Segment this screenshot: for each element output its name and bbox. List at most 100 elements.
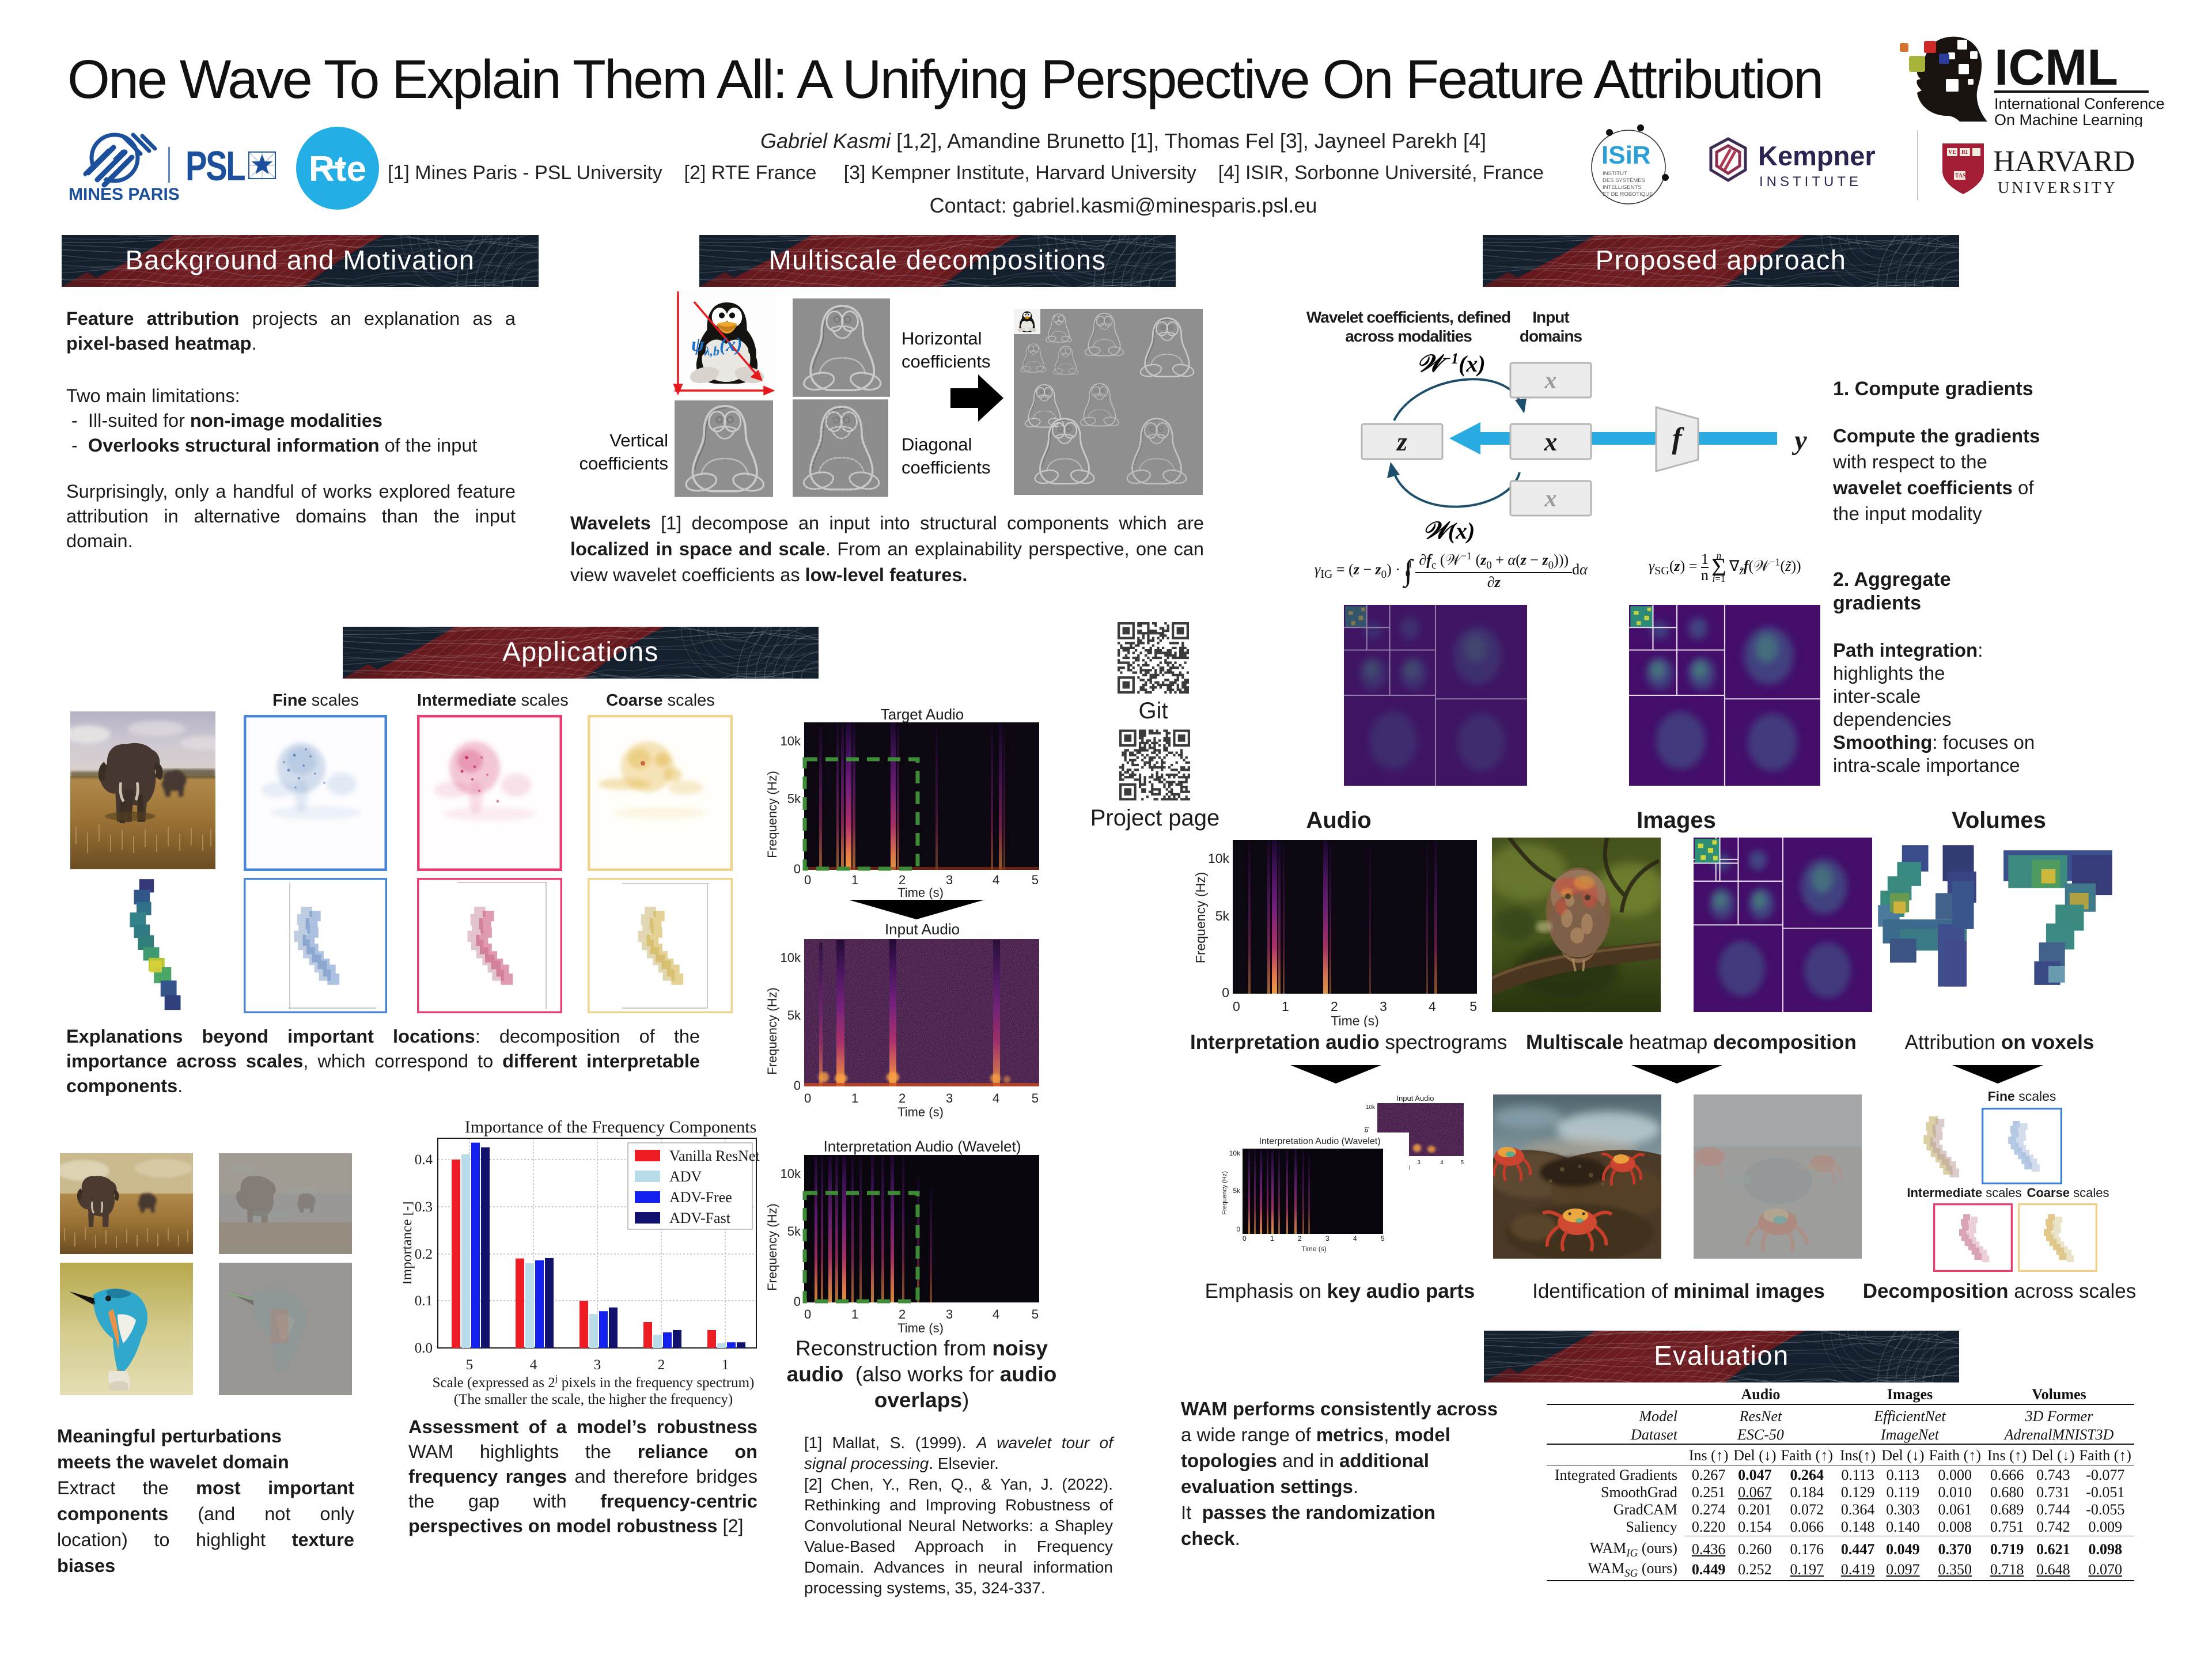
svg-text:5: 5 (1469, 999, 1477, 1014)
svg-text:3: 3 (1380, 999, 1387, 1014)
svg-text:1: 1 (1282, 999, 1289, 1014)
svg-text:1: 1 (722, 1357, 729, 1373)
svg-text:0: 0 (1243, 1234, 1247, 1243)
svg-text:x: x (1544, 427, 1558, 456)
svg-text:10k: 10k (1208, 851, 1230, 866)
svg-text:𝒲−1(x): 𝒲−1(x) (1416, 350, 1485, 377)
svg-text:ADV-Fast: ADV-Fast (669, 1210, 731, 1226)
svg-text:RI: RI (1961, 149, 1968, 156)
svg-text:ET DE ROBOTIQUE: ET DE ROBOTIQUE (1603, 191, 1653, 198)
svg-text:0.4: 0.4 (415, 1152, 433, 1168)
svg-text:f: f (1672, 422, 1684, 455)
svg-text:10k: 10k (781, 1166, 801, 1181)
svg-text:5: 5 (1381, 1234, 1385, 1243)
svg-text:10k: 10k (781, 734, 801, 748)
svg-text:10k: 10k (1366, 1104, 1376, 1111)
svg-text:INSTITUT: INSTITUT (1603, 171, 1627, 177)
svg-text:4: 4 (1429, 999, 1436, 1014)
svg-text:1: 1 (1270, 1234, 1274, 1243)
svg-text:Frequency (Hz): Frequency (Hz) (766, 987, 779, 1075)
svg-text:2: 2 (899, 873, 906, 887)
svg-text:0: 0 (1233, 999, 1240, 1014)
svg-text:5k: 5k (787, 1008, 801, 1022)
svg-text:0: 0 (794, 1294, 801, 1309)
svg-text:INSTITUTE: INSTITUTE (1759, 174, 1862, 190)
svg-text:4: 4 (1440, 1160, 1444, 1166)
svg-text:Time (s): Time (s) (1301, 1245, 1327, 1253)
svg-text:4: 4 (530, 1357, 537, 1373)
svg-text:DES SYSTÈMES: DES SYSTÈMES (1603, 177, 1645, 184)
svg-text:0.3: 0.3 (415, 1199, 433, 1215)
svg-text:VE: VE (1948, 149, 1956, 156)
svg-text:MINES PARIS: MINES PARIS (69, 185, 180, 203)
svg-text:ICML: ICML (1994, 39, 2118, 96)
svg-text:0.0: 0.0 (415, 1340, 433, 1356)
svg-text:INTELLIGENTS: INTELLIGENTS (1603, 184, 1642, 191)
svg-text:Frequency (Hz): Frequency (Hz) (766, 771, 779, 858)
svg-text:5: 5 (466, 1357, 474, 1373)
svg-text:5k: 5k (787, 1224, 801, 1238)
svg-text:0.2: 0.2 (415, 1247, 433, 1262)
svg-text:Time (s): Time (s) (897, 1321, 944, 1335)
svg-text:1: 1 (851, 1307, 858, 1321)
svg-text:4: 4 (993, 873, 999, 887)
svg-text:Time (s): Time (s) (897, 885, 944, 900)
svg-text:ADV-Free: ADV-Free (669, 1189, 732, 1206)
svg-text:1: 1 (851, 873, 858, 887)
svg-text:Input Audio: Input Audio (1396, 1094, 1434, 1103)
svg-text:2: 2 (658, 1357, 665, 1373)
svg-text:x: x (1544, 486, 1557, 512)
svg-text:0: 0 (804, 1091, 811, 1105)
svg-text:2: 2 (899, 1091, 906, 1105)
svg-text:Rte: Rte (309, 149, 366, 189)
svg-text:Frequency (Hz): Frequency (Hz) (1221, 1171, 1228, 1215)
svg-text:10k: 10k (1229, 1149, 1241, 1157)
svg-text:Time (s): Time (s) (1331, 1013, 1378, 1027)
svg-text:4: 4 (993, 1091, 999, 1105)
svg-text:ISiR: ISiR (1601, 141, 1651, 169)
svg-text:0: 0 (804, 873, 811, 887)
svg-text:5: 5 (1460, 1160, 1464, 1166)
svg-text:International Conference: International Conference (1994, 95, 2165, 112)
svg-text:2: 2 (899, 1307, 906, 1321)
svg-text:Frequency (Hz): Frequency (Hz) (766, 1203, 779, 1291)
svg-text:ADV: ADV (669, 1168, 702, 1185)
svg-text:3: 3 (1417, 1160, 1421, 1166)
svg-text:2: 2 (1331, 999, 1338, 1014)
svg-text:(The smaller the scale, the hi: (The smaller the scale, the higher the f… (454, 1392, 733, 1407)
svg-text:On Machine Learning: On Machine Learning (1994, 111, 2143, 127)
svg-text:Kempner: Kempner (1758, 141, 1876, 171)
svg-text:5: 5 (1032, 873, 1039, 887)
svg-text:UNIVERSITY: UNIVERSITY (1998, 179, 2118, 197)
svg-text:5k: 5k (1233, 1187, 1241, 1195)
svg-text:0: 0 (794, 1078, 801, 1093)
svg-text:10k: 10k (781, 950, 801, 965)
svg-text:0: 0 (1222, 985, 1229, 1000)
svg-text:Frequency (Hz): Frequency (Hz) (1194, 872, 1208, 963)
svg-text:5: 5 (1032, 1091, 1039, 1105)
svg-text:4: 4 (993, 1307, 999, 1321)
svg-text:Importance of the Frequency Co: Importance of the Frequency Components (465, 1118, 757, 1137)
svg-text:0.1: 0.1 (415, 1293, 433, 1309)
svg-text:0: 0 (1236, 1225, 1240, 1233)
svg-text:4: 4 (1353, 1234, 1357, 1243)
svg-text:5: 5 (1032, 1307, 1039, 1321)
svg-text:Scale (expressed as 2j pixels: Scale (expressed as 2j pixels in the fre… (433, 1373, 755, 1391)
svg-text:5k: 5k (787, 791, 801, 806)
svg-text:3: 3 (946, 1307, 953, 1321)
svg-text:z: z (1396, 427, 1407, 456)
svg-text:3: 3 (946, 873, 953, 887)
svg-text:Interpretation Audio (Wavelet): Interpretation Audio (Wavelet) (1259, 1137, 1380, 1146)
svg-text:1: 1 (851, 1091, 858, 1105)
svg-text:y: y (1791, 425, 1807, 456)
svg-text:3: 3 (1325, 1234, 1330, 1243)
svg-text:𝒲(x): 𝒲(x) (1423, 518, 1475, 544)
svg-text:Importance [-]: Importance [-] (403, 1201, 415, 1285)
svg-text:0: 0 (794, 862, 801, 876)
svg-text:x: x (1544, 368, 1557, 394)
svg-text:2: 2 (1298, 1234, 1302, 1243)
svg-text:Vanilla ResNet: Vanilla ResNet (669, 1147, 760, 1164)
svg-text:Time (s): Time (s) (897, 1105, 944, 1119)
svg-text:HARVARD: HARVARD (1993, 145, 2135, 178)
svg-text:5k: 5k (1215, 908, 1230, 923)
